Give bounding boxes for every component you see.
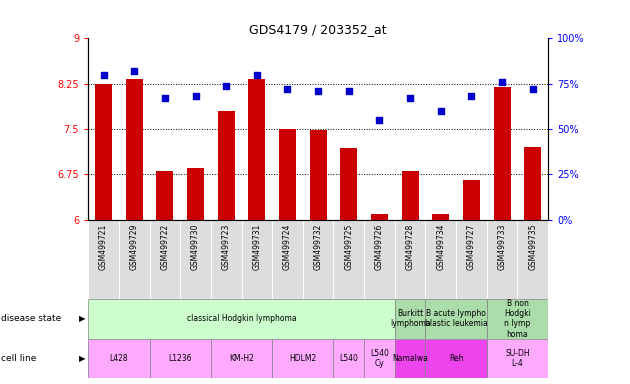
Point bbox=[129, 68, 139, 74]
Point bbox=[497, 79, 507, 85]
Point bbox=[252, 71, 262, 78]
Text: classical Hodgkin lymphoma: classical Hodgkin lymphoma bbox=[186, 314, 296, 323]
Bar bbox=[425, 339, 487, 378]
Bar bbox=[487, 339, 548, 378]
Text: HDLM2: HDLM2 bbox=[289, 354, 316, 363]
Bar bbox=[88, 299, 395, 339]
Text: disease state: disease state bbox=[1, 314, 61, 323]
Bar bbox=[272, 339, 333, 378]
Bar bbox=[487, 299, 548, 339]
Text: GSM499732: GSM499732 bbox=[314, 223, 323, 270]
Point bbox=[190, 93, 200, 99]
Text: KM-H2: KM-H2 bbox=[229, 354, 254, 363]
Bar bbox=[218, 111, 234, 220]
Bar bbox=[371, 214, 388, 220]
Bar bbox=[126, 79, 142, 220]
Bar bbox=[463, 180, 480, 220]
Point bbox=[98, 71, 108, 78]
Point bbox=[282, 86, 292, 92]
Text: GSM499727: GSM499727 bbox=[467, 223, 476, 270]
Bar bbox=[156, 171, 173, 220]
Text: GSM499730: GSM499730 bbox=[191, 223, 200, 270]
Point bbox=[436, 108, 446, 114]
Text: L428: L428 bbox=[110, 354, 128, 363]
Text: B non
Hodgki
n lymp
homa: B non Hodgki n lymp homa bbox=[504, 299, 531, 339]
Text: SU-DH
L-4: SU-DH L-4 bbox=[505, 349, 530, 368]
Bar bbox=[425, 299, 487, 339]
Text: GSM499735: GSM499735 bbox=[529, 223, 537, 270]
Bar bbox=[494, 87, 510, 220]
Bar bbox=[432, 214, 449, 220]
Text: GSM499722: GSM499722 bbox=[161, 223, 169, 270]
Bar bbox=[88, 339, 149, 378]
Text: Reh: Reh bbox=[449, 354, 464, 363]
Bar bbox=[279, 129, 296, 220]
Text: cell line: cell line bbox=[1, 354, 36, 363]
Point bbox=[344, 88, 354, 94]
Bar bbox=[364, 339, 395, 378]
Text: GSM499725: GSM499725 bbox=[345, 223, 353, 270]
Bar bbox=[395, 339, 425, 378]
Bar bbox=[402, 171, 418, 220]
Text: GSM499733: GSM499733 bbox=[498, 223, 507, 270]
Bar bbox=[248, 79, 265, 220]
Point bbox=[221, 83, 231, 89]
Text: B acute lympho
blastic leukemia: B acute lympho blastic leukemia bbox=[425, 309, 488, 328]
Text: ▶: ▶ bbox=[79, 314, 85, 323]
Point bbox=[405, 95, 415, 101]
Point bbox=[528, 86, 538, 92]
Text: GSM499734: GSM499734 bbox=[437, 223, 445, 270]
Text: GSM499721: GSM499721 bbox=[99, 223, 108, 270]
Text: GSM499729: GSM499729 bbox=[130, 223, 139, 270]
Bar bbox=[333, 339, 364, 378]
Bar bbox=[187, 168, 204, 220]
Point bbox=[313, 88, 323, 94]
Text: ▶: ▶ bbox=[79, 354, 85, 363]
Text: GSM499728: GSM499728 bbox=[406, 223, 415, 270]
Text: L1236: L1236 bbox=[168, 354, 192, 363]
Bar bbox=[211, 339, 272, 378]
Text: GSM499724: GSM499724 bbox=[283, 223, 292, 270]
Text: L540: L540 bbox=[340, 354, 358, 363]
Point bbox=[160, 95, 170, 101]
Text: GSM499726: GSM499726 bbox=[375, 223, 384, 270]
Point bbox=[374, 117, 384, 123]
Text: GSM499723: GSM499723 bbox=[222, 223, 231, 270]
Text: L540
Cy: L540 Cy bbox=[370, 349, 389, 368]
Bar bbox=[149, 339, 211, 378]
Bar bbox=[95, 84, 112, 220]
Bar bbox=[310, 130, 326, 220]
Bar bbox=[524, 147, 541, 220]
Title: GDS4179 / 203352_at: GDS4179 / 203352_at bbox=[249, 23, 387, 36]
Point bbox=[466, 93, 476, 99]
Text: Namalwa: Namalwa bbox=[392, 354, 428, 363]
Bar bbox=[395, 299, 425, 339]
Text: Burkitt
lymphoma: Burkitt lymphoma bbox=[390, 309, 430, 328]
Bar bbox=[340, 148, 357, 220]
Text: GSM499731: GSM499731 bbox=[253, 223, 261, 270]
